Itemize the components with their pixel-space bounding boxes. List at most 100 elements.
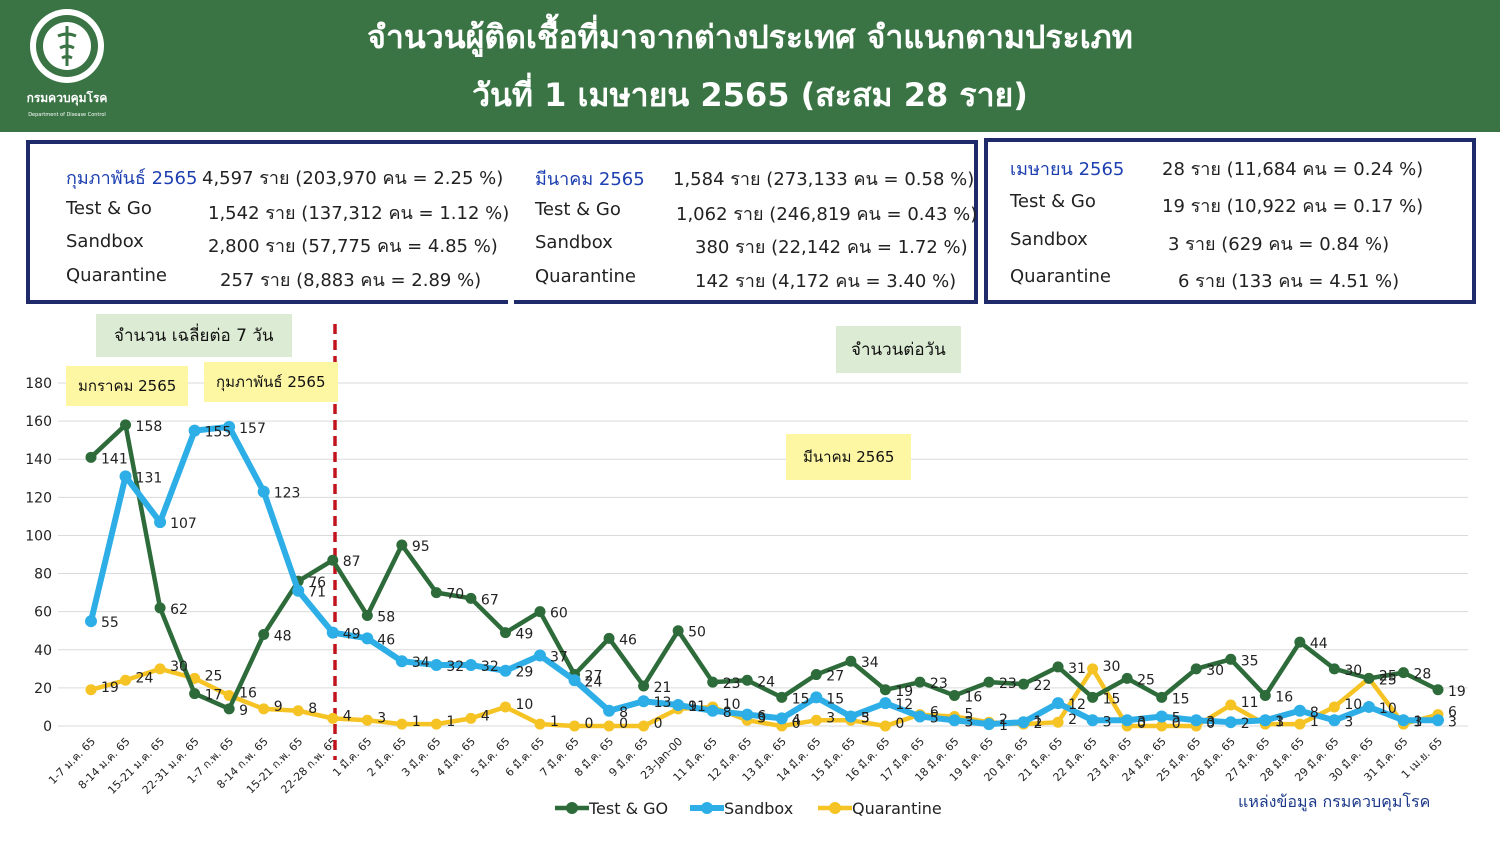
series-quarantine-data-label: 0 bbox=[792, 716, 801, 732]
x-tick-label: 27 มี.ค. 65 bbox=[1223, 735, 1272, 784]
series-sandbox-point bbox=[1224, 716, 1237, 729]
series-test-go-data-label: 15 bbox=[792, 691, 810, 707]
series-quarantine-point bbox=[1225, 699, 1237, 711]
series-test-go-data-label: 95 bbox=[412, 539, 430, 555]
series-test-go-data-label: 15 bbox=[1172, 691, 1190, 707]
series-sandbox-point bbox=[603, 704, 616, 717]
x-tick-label: 1-7 ก.พ. 65 bbox=[185, 735, 237, 787]
series-test-go-point bbox=[1225, 653, 1237, 665]
x-tick-label: 19 มี.ค. 65 bbox=[947, 735, 996, 784]
series-test-go-data-label: 27 bbox=[826, 669, 844, 685]
series-quarantine-point bbox=[361, 714, 373, 726]
series-sandbox-point bbox=[741, 708, 754, 721]
series-test-go-point bbox=[914, 676, 926, 688]
series-quarantine-data-label: 6 bbox=[1448, 705, 1457, 721]
series-quarantine-point bbox=[1397, 718, 1409, 730]
series-test-go-data-label: 30 bbox=[1206, 663, 1224, 679]
series-quarantine-data-label: 3 bbox=[861, 710, 870, 726]
series-quarantine-data-label: 9 bbox=[688, 699, 697, 715]
x-tick-label: 2 มี.ค. 65 bbox=[365, 735, 409, 779]
logo-text: กรมควบคุมโรค bbox=[27, 90, 108, 106]
series-quarantine-data-label: 0 bbox=[585, 716, 594, 732]
series-quarantine-point bbox=[603, 720, 615, 732]
series-test-go-data-label: 58 bbox=[377, 609, 395, 625]
series-sandbox-point bbox=[534, 649, 546, 662]
series-sandbox-data-label: 15 bbox=[826, 691, 844, 707]
x-tick-label: 3 มี.ค. 65 bbox=[399, 735, 443, 779]
series-sandbox-data-label: 5 bbox=[930, 710, 939, 726]
x-tick-label: 11 มี.ค. 65 bbox=[671, 735, 720, 784]
x-tick-label: 15 มี.ค. 65 bbox=[809, 735, 858, 784]
series-quarantine-data-label: 10 bbox=[515, 697, 533, 713]
note-february: กุมภาพันธ์ 2565 bbox=[204, 362, 338, 402]
series-test-go-point bbox=[948, 690, 960, 702]
x-tick-label: 7 มี.ค. 65 bbox=[537, 735, 581, 779]
x-tick-label: 31 มี.ค. 65 bbox=[1361, 735, 1410, 784]
series-test-go-data-label: 9 bbox=[239, 703, 248, 719]
series-quarantine-data-label: 3 bbox=[377, 710, 386, 726]
series-test-go-legend-marker bbox=[566, 802, 578, 814]
series-test-go-data-label: 60 bbox=[550, 606, 568, 622]
x-tick-label: 16 มี.ค. 65 bbox=[843, 735, 892, 784]
series-test-go-point bbox=[1328, 663, 1340, 675]
series-sandbox-data-label: 1 bbox=[999, 718, 1008, 734]
series-quarantine-data-label: 4 bbox=[343, 708, 352, 724]
x-tick-label: 17 มี.ค. 65 bbox=[878, 735, 927, 784]
x-tick-label: 8-14 ก.พ. 65 bbox=[214, 735, 270, 791]
series-sandbox-point bbox=[1328, 714, 1341, 727]
series-quarantine-line bbox=[90, 666, 1439, 729]
series-test-go-data-label: 24 bbox=[757, 674, 775, 690]
series-test-go-point bbox=[1018, 678, 1030, 690]
series-quarantine-data-label: 10 bbox=[723, 697, 741, 713]
series-quarantine-point bbox=[430, 718, 442, 730]
series-sandbox-point bbox=[637, 695, 650, 708]
series-test-go-data-label: 21 bbox=[654, 680, 672, 696]
x-tick-label: 22-31 ม.ค. 65 bbox=[140, 735, 202, 797]
series-sandbox-point bbox=[1259, 714, 1272, 727]
x-tick-label: 26 มี.ค. 65 bbox=[1189, 735, 1238, 784]
series-test-go-legend-label: Test & GO bbox=[588, 799, 668, 818]
series-test-go-point bbox=[1432, 684, 1444, 696]
series-sandbox-point bbox=[292, 584, 305, 597]
x-tick-label: 28 มี.ค. 65 bbox=[1258, 735, 1307, 784]
series-sandbox-legend-marker bbox=[701, 802, 713, 814]
series-quarantine-point bbox=[983, 716, 995, 728]
series-sandbox-data-label: 2 bbox=[1241, 716, 1250, 732]
series-quarantine-point bbox=[189, 672, 201, 684]
series-sandbox-point bbox=[85, 615, 97, 628]
series-sandbox-point bbox=[257, 485, 270, 498]
series-test-go-point bbox=[1363, 672, 1375, 684]
series-sandbox-data-label: 32 bbox=[481, 659, 499, 675]
series-sandbox-line bbox=[88, 423, 1438, 728]
series-sandbox-data-label: 5 bbox=[861, 710, 870, 726]
series-sandbox-data-label: 3 bbox=[1206, 714, 1215, 730]
series-sandbox-data-label: 55 bbox=[101, 615, 119, 631]
series-sandbox-data-label: 6 bbox=[757, 709, 766, 725]
series-sandbox-point bbox=[223, 420, 236, 433]
series-quarantine-data-label: 5 bbox=[964, 706, 973, 722]
series-test-go-data-label: 16 bbox=[1275, 690, 1293, 706]
series-quarantine-data-label: 3 bbox=[826, 710, 835, 726]
series-sandbox-point bbox=[1190, 714, 1203, 727]
series-test-go-data-label: 70 bbox=[446, 587, 464, 603]
series-quarantine-point bbox=[499, 701, 511, 713]
series-test-go-point bbox=[1087, 691, 1099, 703]
series-test-go-point bbox=[327, 554, 339, 566]
series-sandbox-point bbox=[672, 699, 685, 712]
series-quarantine-point bbox=[776, 720, 788, 732]
x-tick-label: 25 มี.ค. 65 bbox=[1154, 735, 1203, 784]
series-quarantine-point bbox=[154, 663, 166, 675]
x-tick-label: 18 มี.ค. 65 bbox=[912, 735, 961, 784]
x-tick-label: 30 มี.ค. 65 bbox=[1327, 735, 1376, 784]
series-quarantine-data-label: 0 bbox=[654, 716, 663, 732]
note-march: มีนาคม 2565 bbox=[786, 434, 912, 480]
series-quarantine-point bbox=[948, 710, 960, 722]
series-test-go-data-label: 15 bbox=[1103, 691, 1121, 707]
series-quarantine-data-label: 0 bbox=[895, 716, 904, 732]
series-quarantine-point bbox=[741, 714, 753, 726]
series-test-go-point bbox=[258, 629, 270, 641]
series-test-go-point bbox=[603, 632, 615, 644]
header-banner bbox=[0, 0, 1500, 132]
series-test-go-data-label: 50 bbox=[688, 625, 706, 641]
series-sandbox-data-label: 71 bbox=[308, 585, 326, 601]
